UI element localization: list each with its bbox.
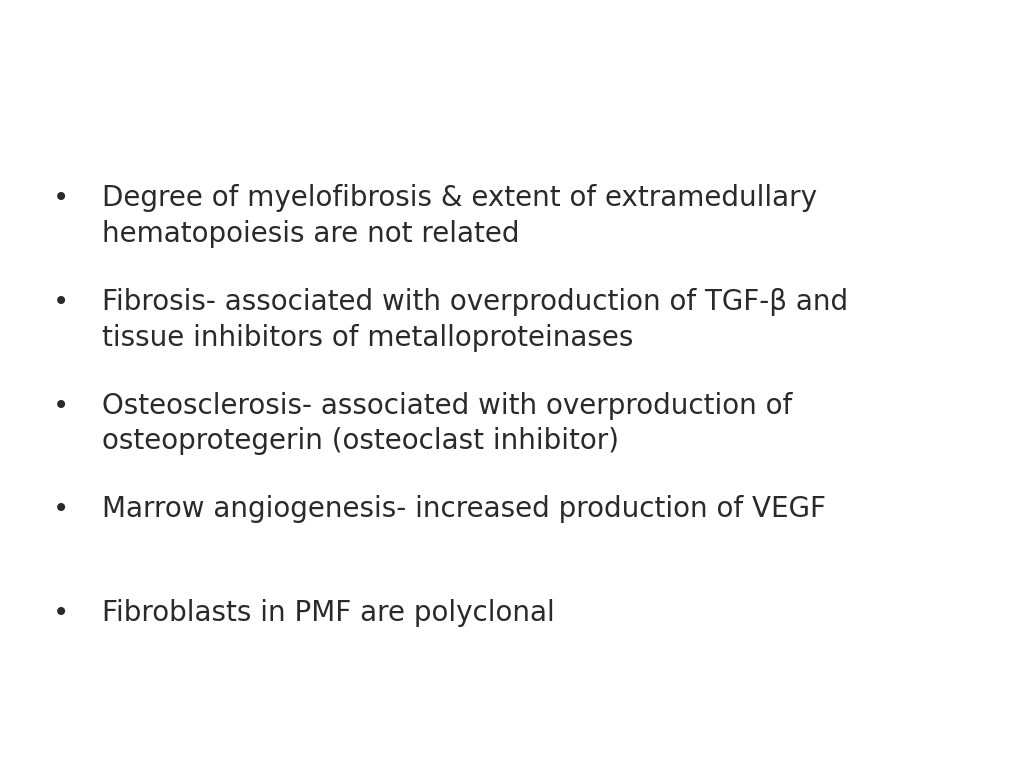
Text: •: • <box>53 495 70 523</box>
Text: Degree of myelofibrosis & extent of extramedullary
hematopoiesis are not related: Degree of myelofibrosis & extent of extr… <box>102 184 817 248</box>
Text: Marrow angiogenesis- increased production of VEGF: Marrow angiogenesis- increased productio… <box>102 495 826 523</box>
Text: Fibrosis- associated with overproduction of TGF-β and
tissue inhibitors of metal: Fibrosis- associated with overproduction… <box>102 288 849 352</box>
Text: •: • <box>53 599 70 627</box>
Text: Osteosclerosis- associated with overproduction of
osteoprotegerin (osteoclast in: Osteosclerosis- associated with overprod… <box>102 392 793 455</box>
Text: •: • <box>53 184 70 212</box>
Text: •: • <box>53 392 70 419</box>
Text: •: • <box>53 288 70 316</box>
Text: Fibroblasts in PMF are polyclonal: Fibroblasts in PMF are polyclonal <box>102 599 555 627</box>
